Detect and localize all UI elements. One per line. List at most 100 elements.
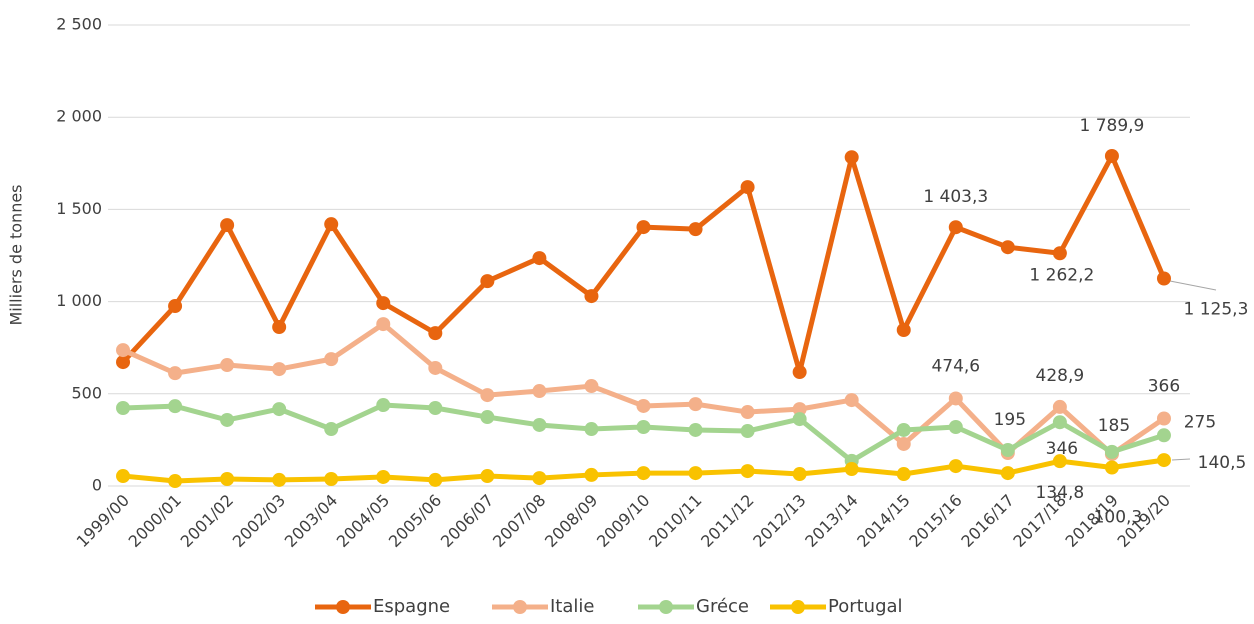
x-tick-label: 2015/16	[905, 491, 965, 551]
point	[168, 299, 183, 314]
x-tick-label: 2011/12	[697, 491, 757, 551]
data-label: 428,9	[1036, 366, 1085, 386]
point	[948, 459, 963, 474]
point	[376, 317, 391, 332]
data-label: 134,8	[1036, 483, 1085, 503]
point	[220, 358, 235, 373]
point	[896, 436, 911, 451]
point	[688, 466, 703, 481]
data-label: 100,3	[1094, 508, 1143, 528]
point	[792, 402, 807, 417]
point	[1000, 466, 1015, 481]
legend-label: Italie	[550, 596, 594, 617]
data-label: 140,5	[1198, 453, 1247, 473]
x-tick-label: 2010/11	[645, 491, 705, 551]
point	[844, 462, 859, 477]
point	[376, 398, 391, 413]
point	[1052, 246, 1067, 261]
point	[584, 422, 599, 437]
data-label: 185	[1098, 416, 1130, 436]
leader-line	[1169, 280, 1217, 291]
point	[844, 393, 859, 408]
y-tick-label: 1 000	[56, 291, 102, 310]
point	[896, 467, 911, 482]
point	[792, 365, 807, 380]
point	[272, 402, 287, 417]
point	[740, 424, 755, 439]
point	[948, 419, 963, 434]
x-tick-label: 2012/13	[749, 491, 809, 551]
point	[636, 220, 651, 235]
legend-marker	[513, 600, 527, 614]
point	[896, 422, 911, 437]
x-tick-label: 2014/15	[853, 491, 913, 551]
point	[116, 469, 131, 484]
point	[376, 469, 391, 484]
point	[584, 467, 599, 482]
y-tick-label: 2 500	[56, 15, 102, 34]
point	[116, 343, 131, 358]
point	[1104, 148, 1119, 163]
point	[428, 472, 443, 487]
point	[1156, 411, 1171, 426]
legend-label: Portugal	[828, 596, 903, 617]
point	[636, 466, 651, 481]
point	[220, 218, 235, 233]
point	[532, 471, 547, 486]
point	[896, 322, 911, 337]
x-tick-label: 2004/05	[333, 491, 393, 551]
point	[1052, 454, 1067, 469]
y-tick-label: 1 500	[56, 199, 102, 218]
point	[532, 417, 547, 432]
point	[1000, 443, 1015, 458]
data-label: 195	[994, 410, 1026, 430]
point	[220, 471, 235, 486]
point	[324, 422, 339, 437]
series-line	[121, 153, 1167, 375]
point	[688, 222, 703, 237]
point	[584, 379, 599, 394]
point	[480, 469, 495, 484]
point	[480, 388, 495, 403]
point	[636, 419, 651, 434]
point	[532, 251, 547, 266]
point	[272, 472, 287, 487]
legend-label: Espagne	[373, 596, 450, 617]
y-tick-label: 500	[71, 383, 102, 402]
point	[480, 274, 495, 289]
point	[688, 397, 703, 412]
leader-line	[1171, 458, 1191, 461]
x-tick-label: 2002/03	[229, 491, 289, 551]
point	[740, 405, 755, 420]
point	[428, 360, 443, 375]
point	[792, 412, 807, 427]
y-tick-label: 2 000	[56, 107, 102, 126]
point	[272, 362, 287, 377]
point	[688, 422, 703, 437]
point	[948, 391, 963, 406]
point	[636, 398, 651, 413]
x-tick-label: 2009/10	[593, 491, 653, 551]
x-tick-label: 1999/00	[73, 491, 133, 551]
x-tick-label: 2003/04	[281, 491, 341, 551]
point	[220, 412, 235, 427]
point	[428, 326, 443, 341]
x-tick-label: 2005/06	[385, 491, 445, 551]
point	[272, 320, 287, 335]
point	[1156, 271, 1171, 286]
point	[1104, 460, 1119, 475]
x-tick-label: 2008/09	[541, 491, 601, 551]
point	[428, 400, 443, 415]
point	[376, 296, 391, 311]
y-axis-label: Milliers de tonnes	[7, 184, 26, 325]
point	[1000, 240, 1015, 255]
data-label: 474,6	[931, 356, 980, 376]
point	[1156, 453, 1171, 468]
x-tick-label: 2006/07	[437, 491, 497, 551]
data-label: 366	[1148, 377, 1180, 397]
point	[480, 410, 495, 425]
x-tick-label: 2000/01	[125, 491, 185, 551]
data-label: 346	[1046, 439, 1078, 459]
legend-label: Gréce	[696, 596, 749, 617]
